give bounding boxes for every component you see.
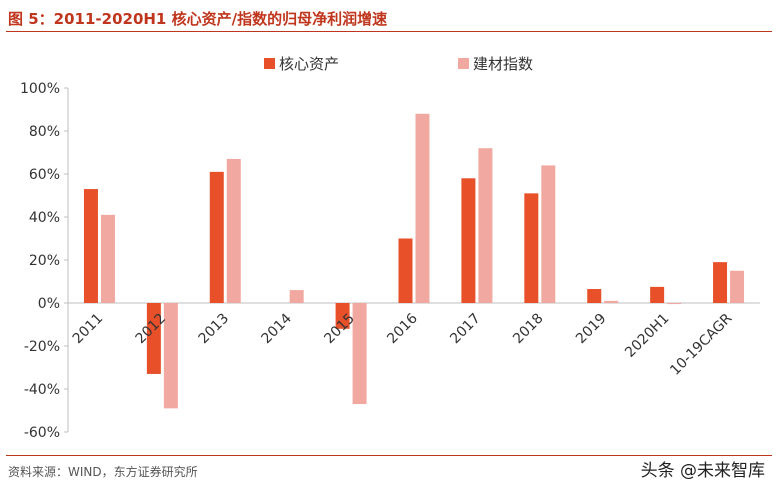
bar-core-assets <box>587 289 602 303</box>
y-tick-label: -40% <box>24 382 60 398</box>
footer-divider <box>6 455 772 456</box>
y-tick-label: -60% <box>24 425 60 441</box>
bar-core-assets <box>146 303 161 374</box>
chart-title: 图 5：2011-2020H1 核心资产/指数的归母净利润增速 <box>8 10 388 28</box>
x-tick-label: 2020H1 <box>622 311 672 361</box>
bar-chart: -60%-40%-20%0%20%40%60%80%100%2011 2012 20… <box>20 55 760 441</box>
bar-core-assets <box>398 238 413 303</box>
bar-core-assets <box>713 262 728 303</box>
bar-building-materials-index <box>226 158 241 303</box>
y-tick-label: 0% <box>38 296 60 312</box>
x-tick-label: 2018 <box>510 311 547 348</box>
watermark: 头条 @未来智库 <box>640 461 765 481</box>
y-tick-label: 100% <box>20 81 60 97</box>
x-tick-label: 10-19CAGR <box>667 310 735 378</box>
bar-core-assets <box>461 178 476 303</box>
bar-building-materials-index <box>730 270 745 303</box>
y-tick-label: -20% <box>24 339 60 355</box>
bar-building-materials-index <box>667 303 682 305</box>
x-tick-label: 2011 <box>70 311 107 348</box>
legend-swatch <box>264 58 275 69</box>
bar-building-materials-index <box>352 303 367 405</box>
y-tick-label: 60% <box>29 167 60 183</box>
bar-core-assets <box>524 193 539 303</box>
bar-core-assets <box>650 286 665 303</box>
legend-label: 核心资产 <box>279 55 339 73</box>
y-tick-label: 20% <box>29 253 60 269</box>
x-tick-label: 2019 <box>573 311 610 348</box>
bar-building-materials-index <box>415 113 430 303</box>
x-tick-label: 2016 <box>384 310 421 347</box>
bar-building-materials-index <box>100 214 115 303</box>
source-note: 资料来源：WIND，东方证券研究所 <box>8 465 198 479</box>
bar-building-materials-index <box>604 300 619 303</box>
bar-building-materials-index <box>541 165 556 303</box>
bar-building-materials-index <box>478 148 493 303</box>
bar-building-materials-index <box>163 303 178 409</box>
bar-core-assets <box>83 189 98 303</box>
y-tick-label: 40% <box>29 210 60 226</box>
title-divider <box>6 31 772 32</box>
y-tick-label: 80% <box>29 124 60 140</box>
x-tick-label: 2014 <box>258 310 295 347</box>
legend-label: 建材指数 <box>473 55 533 73</box>
bar-core-assets <box>209 171 224 303</box>
x-tick-label: 2013 <box>196 311 233 348</box>
x-tick-label: 2017 <box>447 311 484 348</box>
bar-building-materials-index <box>289 290 304 303</box>
bar-core-assets <box>335 303 350 329</box>
legend-swatch <box>458 58 469 69</box>
